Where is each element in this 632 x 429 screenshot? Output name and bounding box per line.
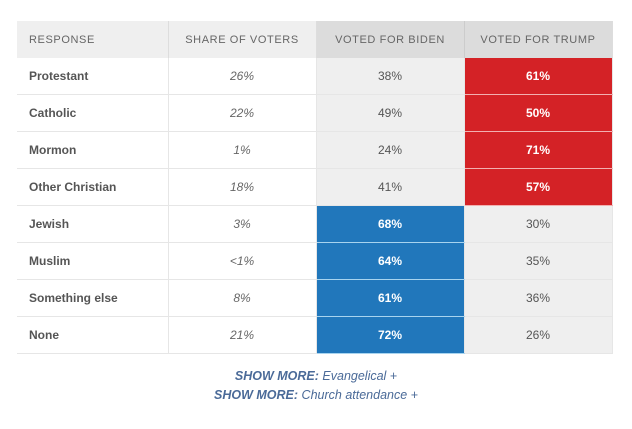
table-row: Protestant 26% 38% 61% [17,58,613,95]
trump-cell: 61% [464,58,613,95]
share-cell: 21% [168,316,317,354]
table-row: Something else 8% 61% 36% [17,279,613,317]
share-cell: 8% [168,279,317,317]
share-cell: 18% [168,168,317,206]
trump-cell: 30% [464,205,613,243]
share-cell: <1% [168,242,317,280]
biden-cell: 61% [316,279,465,317]
table-row: Muslim <1% 64% 35% [17,242,613,280]
response-cell: Other Christian [17,168,169,206]
religion-vote-table: Response Share of voters Voted for Biden… [17,21,613,354]
biden-cell: 38% [316,58,465,95]
biden-cell: 68% [316,205,465,243]
trump-cell: 36% [464,279,613,317]
biden-cell: 49% [316,94,465,132]
response-cell: Muslim [17,242,169,280]
table-row: Jewish 3% 68% 30% [17,205,613,243]
trump-cell: 26% [464,316,613,354]
show-more-label: Church attendance + [301,388,418,402]
table-row: Other Christian 18% 41% 57% [17,168,613,206]
trump-cell: 35% [464,242,613,280]
share-cell: 1% [168,131,317,169]
trump-cell: 50% [464,94,613,132]
show-more-church-attendance[interactable]: SHOW MORE: Church attendance + [0,388,632,402]
response-cell: Catholic [17,94,169,132]
response-cell: Protestant [17,58,169,95]
show-more-prefix: SHOW MORE: [214,388,299,402]
biden-cell: 64% [316,242,465,280]
trump-cell: 57% [464,168,613,206]
share-cell: 3% [168,205,317,243]
response-cell: Mormon [17,131,169,169]
table-row: None 21% 72% 26% [17,316,613,354]
header-biden: Voted for Biden [316,21,465,58]
table-row: Mormon 1% 24% 71% [17,131,613,169]
biden-cell: 24% [316,131,465,169]
biden-cell: 41% [316,168,465,206]
show-more-evangelical[interactable]: SHOW MORE: Evangelical + [0,369,632,383]
share-cell: 26% [168,58,317,95]
show-more-label: Evangelical + [322,369,398,383]
response-cell: Something else [17,279,169,317]
header-response: Response [17,21,169,58]
response-cell: None [17,316,169,354]
table-row: Catholic 22% 49% 50% [17,94,613,132]
response-cell: Jewish [17,205,169,243]
header-row: Response Share of voters Voted for Biden… [17,21,613,58]
header-share: Share of voters [168,21,317,58]
show-more-prefix: SHOW MORE: [234,369,319,383]
share-cell: 22% [168,94,317,132]
header-trump: Voted for Trump [464,21,613,58]
trump-cell: 71% [464,131,613,169]
biden-cell: 72% [316,316,465,354]
